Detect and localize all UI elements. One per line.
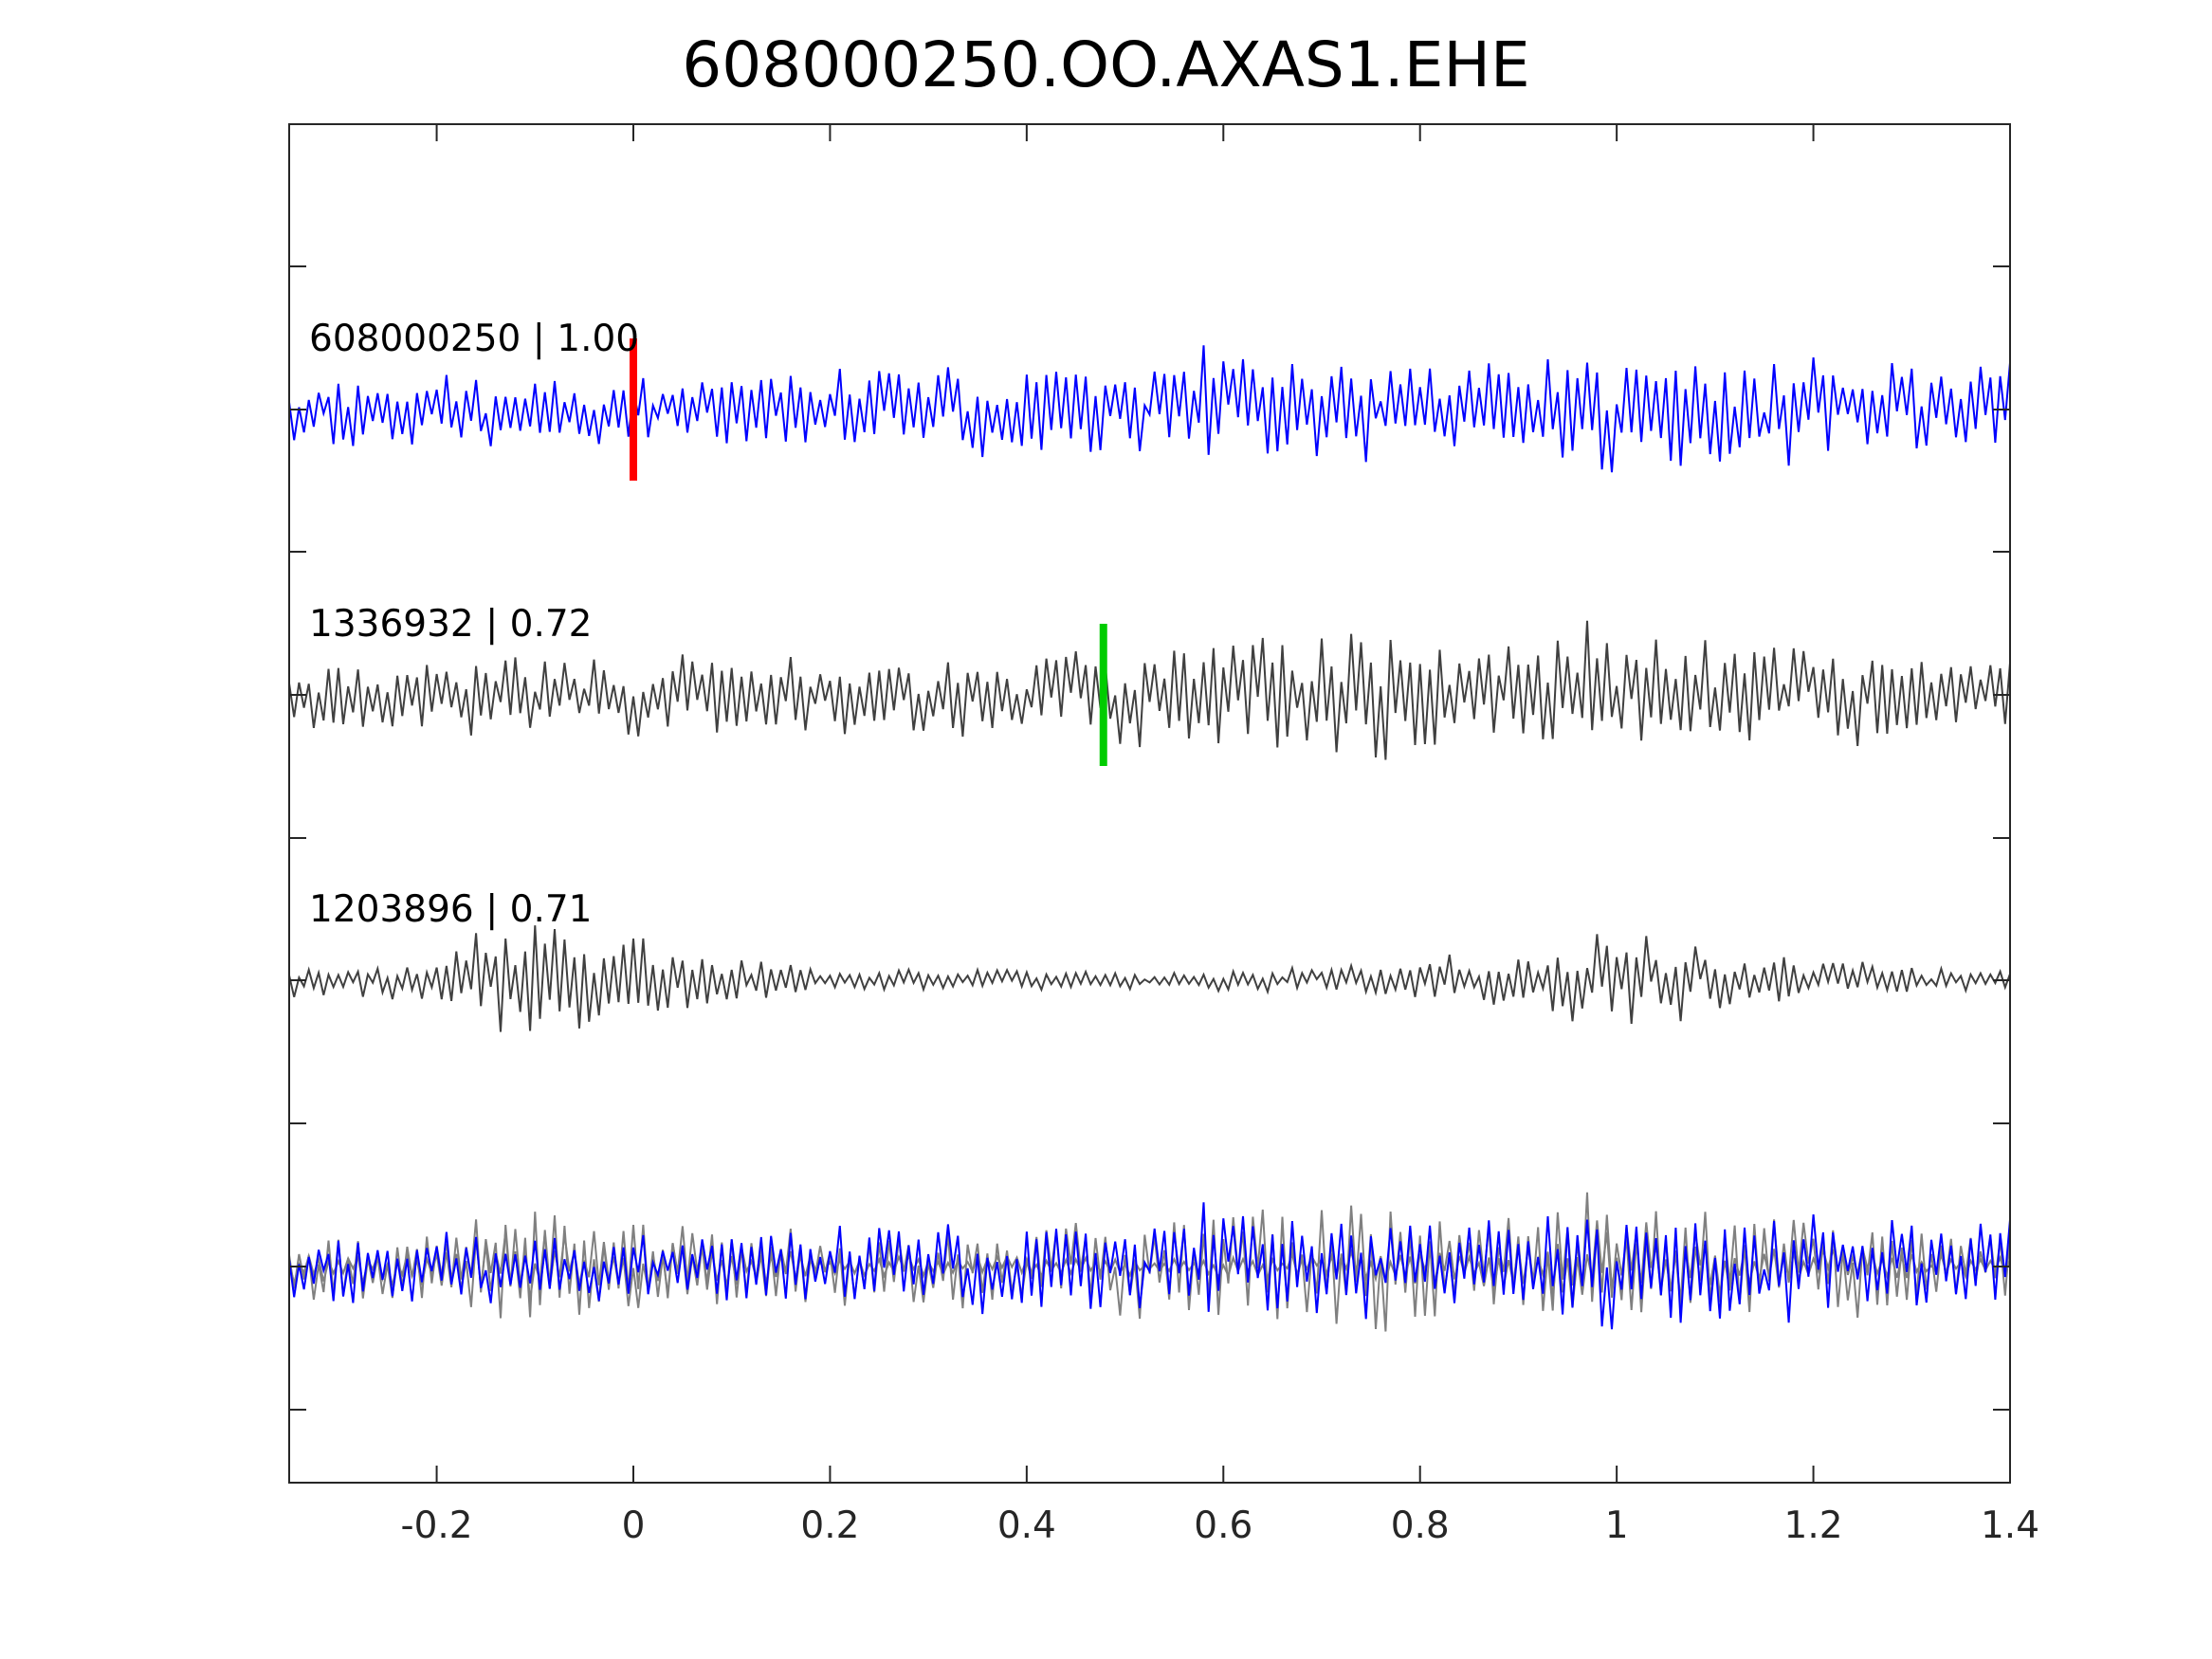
trace-line-2 bbox=[288, 925, 2011, 1032]
axes-box bbox=[288, 123, 2011, 1484]
trace-label-1: 1336932 | 0.72 bbox=[309, 603, 592, 646]
x-tick-label-2: 0.2 bbox=[800, 1504, 859, 1547]
picks-group bbox=[630, 338, 1107, 766]
x-tick-label-5: 0.8 bbox=[1391, 1504, 1450, 1547]
chart-title: 608000250.OO.AXAS1.EHE bbox=[682, 28, 1530, 101]
trace-line-1 bbox=[288, 620, 2011, 760]
trace-labels-group: 608000250 | 1.00 1336932 | 0.72 1203896 | … bbox=[309, 318, 639, 931]
trace-label-2: 1203896 | 0.71 bbox=[309, 888, 592, 931]
trace-label-0: 608000250 | 1.00 bbox=[309, 318, 639, 360]
traces-group bbox=[288, 345, 2011, 1332]
x-tick-label-1: 0 bbox=[622, 1504, 646, 1547]
x-tick-label-4: 0.6 bbox=[1194, 1504, 1252, 1547]
axes-group: -0.2 0 0.2 0.4 0.6 0.8 1 1.2 1.4 bbox=[288, 123, 2039, 1547]
x-tick-label-8: 1.4 bbox=[1981, 1504, 2039, 1547]
x-tick-label-3: 0.4 bbox=[997, 1504, 1056, 1547]
trace-line-0 bbox=[288, 345, 2011, 473]
overlay-trace-0 bbox=[288, 1202, 2011, 1330]
x-tick-label-0: -0.2 bbox=[401, 1504, 473, 1547]
x-tick-label-6: 1 bbox=[1605, 1504, 1629, 1547]
x-tick-label-7: 1.2 bbox=[1784, 1504, 1843, 1547]
